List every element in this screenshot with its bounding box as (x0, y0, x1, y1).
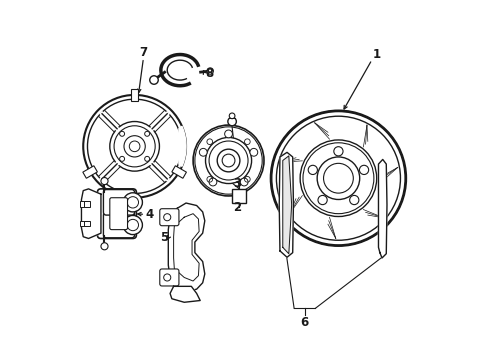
Text: 3: 3 (232, 177, 241, 190)
Bar (84, 221, 90, 226)
Circle shape (307, 165, 317, 175)
Circle shape (224, 130, 232, 138)
Circle shape (149, 76, 158, 84)
Circle shape (240, 178, 247, 186)
FancyBboxPatch shape (97, 189, 136, 238)
Circle shape (120, 156, 124, 161)
Circle shape (123, 215, 142, 235)
Circle shape (110, 122, 159, 171)
Text: 8: 8 (205, 67, 213, 80)
Polygon shape (168, 203, 204, 292)
Circle shape (208, 178, 216, 186)
Circle shape (300, 140, 376, 216)
Text: 7: 7 (139, 46, 147, 59)
Circle shape (317, 195, 326, 204)
Polygon shape (279, 152, 293, 257)
Bar (232, 189, 246, 203)
Circle shape (209, 141, 247, 180)
Bar (171, 166, 186, 178)
FancyBboxPatch shape (103, 190, 134, 215)
Polygon shape (179, 126, 185, 166)
Text: 5: 5 (160, 231, 168, 244)
Bar (131, 89, 138, 101)
Circle shape (101, 177, 108, 185)
Bar (80, 221, 86, 226)
Bar (82, 166, 97, 178)
Circle shape (163, 274, 170, 281)
Text: 2: 2 (232, 201, 241, 214)
Circle shape (144, 156, 149, 161)
Circle shape (270, 111, 405, 246)
Circle shape (193, 125, 264, 196)
Circle shape (359, 165, 368, 175)
Text: 6: 6 (299, 316, 307, 329)
Polygon shape (378, 159, 386, 258)
Polygon shape (81, 189, 101, 238)
Circle shape (163, 214, 170, 221)
Circle shape (144, 131, 149, 136)
Circle shape (123, 193, 142, 212)
Circle shape (229, 113, 234, 119)
Circle shape (217, 149, 240, 172)
Circle shape (205, 138, 251, 184)
Circle shape (349, 195, 358, 204)
Circle shape (206, 68, 213, 74)
Circle shape (199, 148, 207, 156)
Text: 4: 4 (145, 208, 154, 221)
Polygon shape (282, 156, 291, 254)
Circle shape (227, 117, 236, 126)
Circle shape (333, 147, 343, 156)
FancyBboxPatch shape (110, 198, 127, 230)
Circle shape (124, 136, 145, 157)
Circle shape (249, 148, 257, 156)
Bar (80, 201, 86, 207)
FancyBboxPatch shape (160, 269, 179, 286)
Circle shape (120, 131, 124, 136)
Polygon shape (170, 286, 200, 302)
Circle shape (83, 95, 185, 198)
Circle shape (317, 157, 359, 199)
Bar (84, 201, 90, 207)
FancyBboxPatch shape (160, 209, 179, 226)
Text: 1: 1 (371, 48, 380, 61)
Circle shape (101, 243, 108, 250)
FancyBboxPatch shape (103, 212, 134, 238)
Polygon shape (173, 214, 199, 281)
